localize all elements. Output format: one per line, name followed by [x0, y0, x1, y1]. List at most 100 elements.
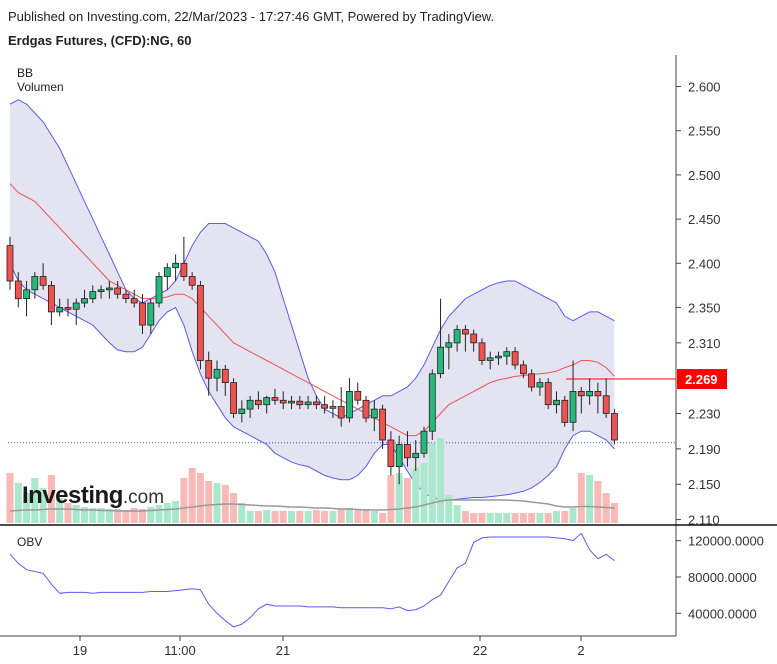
- candle: [254, 391, 262, 410]
- volume-bar: [31, 478, 39, 523]
- volume-bar: [503, 513, 511, 523]
- candle-body: [263, 397, 271, 406]
- candle-body: [403, 444, 411, 459]
- volume-bar: [420, 463, 428, 523]
- candle-body: [321, 404, 329, 409]
- candle-body: [586, 390, 593, 397]
- candle-body: [279, 399, 287, 404]
- candle-body: [81, 298, 88, 304]
- y-tick-label: 2.450: [688, 212, 721, 227]
- candle: [122, 289, 130, 304]
- candle-body: [213, 368, 221, 379]
- candle: [346, 378, 353, 423]
- obv-line: [9, 532, 615, 628]
- volume-bar: [553, 511, 560, 523]
- candle: [23, 280, 31, 317]
- candle: [288, 395, 295, 410]
- volume-bar: [238, 503, 246, 523]
- volume-bars: [6, 438, 618, 523]
- volume-bar: [230, 493, 238, 523]
- volume-bar: [279, 511, 287, 523]
- candle: [544, 378, 552, 410]
- candle-body: [312, 401, 320, 406]
- volume-bar: [89, 508, 97, 523]
- legend-volume: Volumen: [17, 80, 64, 94]
- investing-logo: Investing.com: [22, 482, 165, 509]
- volume-bar: [586, 475, 594, 523]
- candle: [172, 254, 180, 281]
- candle: [329, 400, 337, 418]
- volume-bar: [470, 513, 478, 523]
- y-tick-label: 2.600: [688, 80, 721, 95]
- volume-bar: [180, 478, 188, 523]
- candle-body: [594, 390, 602, 397]
- y-tick-label: 2.150: [688, 477, 721, 492]
- candle: [586, 378, 593, 405]
- x-tick-label: 22: [473, 643, 487, 658]
- candle-body: [428, 373, 436, 432]
- candle: [478, 338, 486, 365]
- candle-body: [296, 400, 304, 406]
- volume-bar: [196, 473, 204, 523]
- volume-bar: [428, 443, 436, 523]
- candle-body: [122, 293, 130, 300]
- volume-bar: [296, 511, 304, 523]
- candle-body: [461, 329, 469, 335]
- candle: [602, 378, 610, 418]
- candle-body: [536, 382, 544, 388]
- candle-body: [420, 430, 428, 454]
- candle-body: [544, 382, 552, 406]
- candle-body: [23, 289, 31, 299]
- volume-bar: [188, 468, 196, 523]
- candle-body: [130, 298, 138, 304]
- candle: [304, 395, 312, 410]
- volume-bar: [122, 510, 130, 523]
- candle-body: [370, 408, 378, 419]
- candle: [155, 272, 163, 308]
- candle-body: [89, 291, 97, 300]
- candle: [106, 280, 113, 299]
- candle-body: [503, 351, 511, 357]
- published-note: Published on Investing.com, 22/Mar/2023 …: [8, 9, 495, 24]
- candle: [437, 298, 445, 379]
- obv-tick-label: 120000.0000: [688, 534, 764, 549]
- candle-body: [246, 399, 254, 410]
- candle-body: [346, 390, 353, 419]
- candle-body: [6, 245, 14, 282]
- candle-body: [196, 284, 204, 361]
- volume-bar: [561, 511, 569, 523]
- x-tick-label: 11:00: [164, 643, 196, 658]
- y-tick-label: 2.310: [688, 336, 721, 351]
- bb-upper-line: [9, 99, 615, 419]
- volume-bar: [370, 511, 378, 523]
- volume-bar: [346, 508, 353, 523]
- last-price-label: 2.269: [685, 372, 718, 387]
- volume-bar: [288, 511, 295, 523]
- candle: [403, 431, 411, 467]
- volume-bar: [445, 495, 453, 523]
- candle-body: [611, 413, 618, 441]
- volume-bar: [461, 511, 469, 523]
- volume-bar: [130, 508, 138, 523]
- candle: [337, 387, 345, 427]
- candle: [495, 351, 502, 365]
- candle-body: [561, 399, 569, 423]
- obv-series-line: [9, 532, 615, 628]
- candle-body: [437, 346, 445, 375]
- volume-bar: [97, 508, 105, 523]
- volume-bar: [379, 513, 387, 523]
- candle: [412, 440, 420, 471]
- candle: [420, 426, 428, 458]
- volume-bar: [453, 505, 461, 523]
- candle-body: [445, 342, 453, 348]
- volume-bar: [304, 511, 312, 523]
- candle-body: [337, 406, 345, 419]
- candle-body: [188, 276, 196, 286]
- y-tick-label: 2.500: [688, 168, 721, 183]
- candle: [611, 409, 618, 445]
- candle-body: [511, 351, 519, 366]
- candle: [428, 369, 436, 441]
- candle-body: [528, 373, 535, 388]
- volume-bar: [163, 503, 171, 523]
- candle-body: [569, 390, 577, 423]
